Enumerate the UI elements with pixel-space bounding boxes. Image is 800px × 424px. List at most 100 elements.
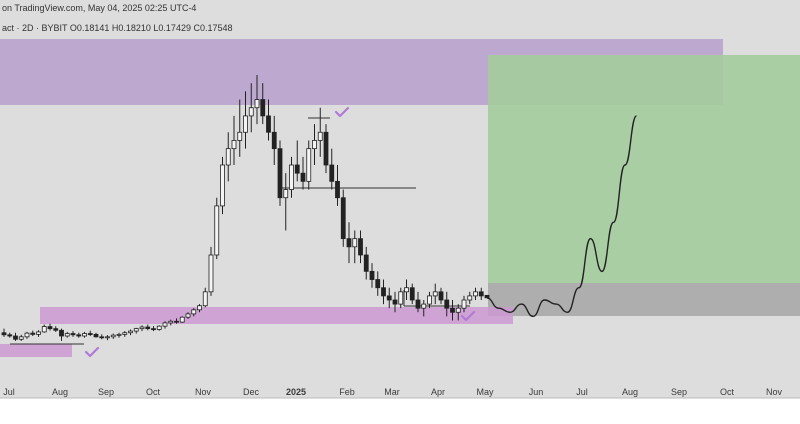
candle: [162, 321, 168, 329]
candle: [191, 308, 197, 317]
x-tick-label: Sep: [98, 387, 114, 397]
x-tick-label: May: [476, 387, 494, 397]
candle: [386, 287, 392, 309]
candle: [329, 148, 335, 190]
x-tick-label: Oct: [720, 387, 735, 397]
support-zone: [40, 307, 513, 324]
candle: [116, 332, 122, 338]
candle: [82, 331, 87, 338]
candle: [283, 173, 289, 231]
candle: [110, 333, 116, 339]
candle: [427, 291, 432, 309]
x-tick-label: Feb: [339, 387, 355, 397]
candle: [455, 304, 461, 321]
candle: [254, 75, 260, 125]
x-tick-label: Dec: [243, 387, 260, 397]
candle: [87, 330, 93, 336]
candle: [7, 332, 13, 338]
x-tick-label: Jun: [529, 387, 544, 397]
candle: [128, 329, 133, 336]
candle: [122, 331, 128, 337]
candle: [202, 287, 208, 308]
candle: [346, 222, 352, 264]
x-tick-label: Nov: [766, 387, 783, 397]
x-tick-label: Apr: [431, 387, 445, 397]
checkmarks: [84, 106, 476, 358]
candle: [24, 331, 30, 339]
candle: [76, 332, 82, 338]
candle: [237, 99, 243, 157]
header-ohlc: act · 2D · BYBIT O0.18141 H0.18210 L0.17…: [2, 23, 233, 33]
candle: [208, 246, 214, 296]
candle: [243, 91, 248, 149]
x-tick-label: Mar: [384, 387, 400, 397]
candle: [271, 115, 277, 165]
candle: [358, 230, 363, 264]
candle: [145, 324, 151, 331]
candle: [220, 156, 225, 215]
candle: [375, 271, 381, 296]
candle: [133, 327, 139, 334]
candle: [53, 326, 59, 332]
checkmark-icon: [460, 310, 476, 322]
candle: [461, 295, 467, 313]
candle: [13, 332, 18, 341]
candle: [36, 330, 41, 337]
candle: [306, 140, 312, 190]
candle: [398, 287, 404, 309]
x-tick-label: Aug: [622, 387, 638, 397]
x-tick-label: Jul: [3, 387, 15, 397]
candles: [1, 75, 490, 341]
candle: [59, 328, 64, 341]
target-zone: [488, 55, 800, 283]
candle: [225, 132, 231, 182]
candle: [64, 331, 70, 338]
candle: [93, 332, 99, 338]
candle: [323, 124, 329, 174]
candle: [444, 291, 450, 317]
candle: [47, 323, 53, 331]
candle: [266, 99, 271, 141]
candle: [340, 189, 346, 247]
candle: [294, 140, 300, 182]
candle: [197, 304, 202, 313]
x-tick-label: Aug: [52, 387, 68, 397]
candle: [369, 263, 375, 288]
candle: [41, 324, 47, 333]
candle: [30, 330, 36, 336]
candle: [335, 165, 340, 206]
candle: [312, 124, 317, 165]
candle: [277, 140, 283, 206]
candle: [438, 287, 444, 305]
x-tick-label: Nov: [195, 387, 212, 397]
candle: [156, 325, 162, 331]
candle: [99, 334, 105, 340]
candle: [139, 325, 145, 332]
candle: [467, 291, 473, 305]
candle: [289, 156, 294, 198]
candle: [179, 316, 185, 323]
candle: [70, 331, 76, 337]
candle: [392, 291, 398, 313]
checkmark-icon: [334, 106, 350, 118]
candle: [450, 300, 455, 321]
candle: [168, 319, 174, 326]
candle: [432, 283, 438, 305]
candle: [363, 246, 369, 280]
support-zone-left: [0, 344, 72, 357]
candle: [317, 107, 323, 157]
projection-path: [486, 115, 638, 318]
x-tick-label: Oct: [146, 387, 161, 397]
candle: [478, 287, 484, 300]
header-attribution: on TradingView.com, May 04, 2025 02:25 U…: [2, 3, 196, 13]
candle: [260, 83, 266, 125]
candle: [231, 115, 237, 165]
candle: [421, 300, 427, 317]
candle: [214, 197, 220, 260]
candle: [1, 328, 7, 337]
x-tick-label: 2025: [286, 387, 306, 397]
candle: [473, 287, 478, 300]
x-tick-label: Jul: [576, 387, 588, 397]
